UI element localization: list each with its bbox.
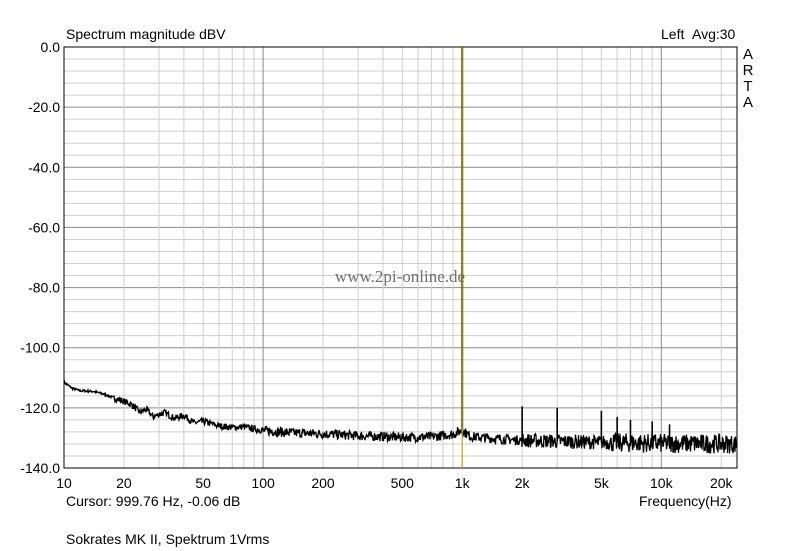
avg-label: Avg:30 [692,26,736,42]
x-tick-label: 100 [251,475,275,491]
x-tick-label: 10 [56,475,72,491]
y-tick-label: -60.0 [28,219,60,235]
cursor-readout: Cursor: 999.76 Hz, -0.06 dB [66,493,241,509]
caption: Sokrates MK II, Spektrum 1Vrms [66,531,270,547]
watermark: www.2pi-online.de [335,267,465,286]
x-tick-label: 1k [455,475,471,491]
x-tick-label: 20 [116,475,132,491]
y-tick-label: -80.0 [28,280,60,296]
logo-letter: T [743,78,753,95]
arta-logo: A R T A [741,47,755,111]
x-tick-label: 500 [391,475,415,491]
x-tick-label: 50 [195,475,211,491]
y-tick-label: -40.0 [28,159,60,175]
chart-title: Spectrum magnitude dBV [66,26,226,42]
y-tick-label: -120.0 [20,400,60,416]
tick-labels: 0.0 -20.0 -40.0 -60.0 -80.0 -100.0 -120.0 -140.… [20,39,733,491]
x-tick-label: 10k [650,475,674,491]
logo-letter: A [742,94,753,111]
logo-letter: A [742,46,753,63]
series-layer [63,47,738,454]
logo-letter: R [742,62,754,79]
x-axis-label: Frequency(Hz) [639,493,732,509]
x-tick-label: 2k [515,475,531,491]
y-tick-label: -140.0 [20,460,60,476]
channel-label: Left [661,26,685,42]
spectrum-trace [63,379,738,454]
y-tick-label: -100.0 [20,340,60,356]
x-tick-label: 5k [594,475,610,491]
y-tick-label: -20.0 [28,99,60,115]
grid [63,46,737,469]
plot-frame [63,46,738,469]
y-tick-label: 0.0 [41,39,61,55]
x-tick-label: 200 [311,475,335,491]
x-tick-label: 20k [710,475,734,491]
